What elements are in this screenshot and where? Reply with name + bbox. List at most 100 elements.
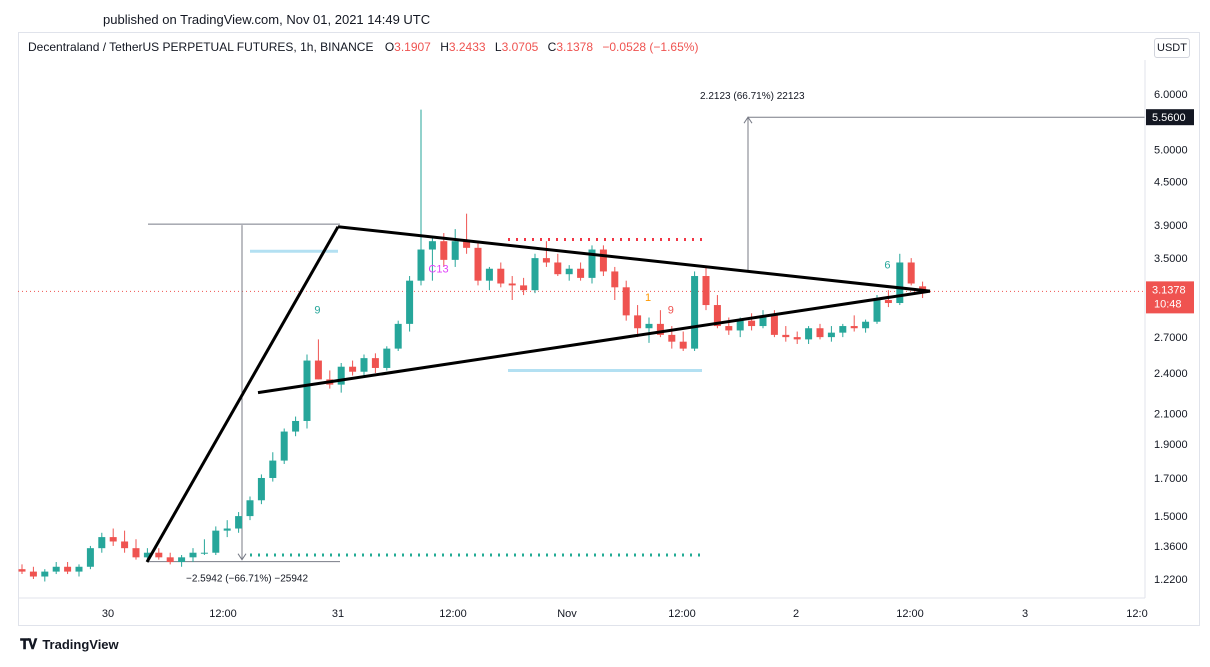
time-tick-label: 2 bbox=[793, 608, 799, 620]
time-tick-label: 3 bbox=[1022, 608, 1028, 620]
candle-body bbox=[713, 305, 721, 327]
time-tick-label: 12:00 bbox=[439, 608, 467, 620]
td-annotation: 9 bbox=[314, 304, 320, 316]
td-annotation: 9 bbox=[668, 304, 674, 316]
candle-body bbox=[394, 323, 402, 349]
candle-body bbox=[474, 247, 482, 281]
candles-layer: 9 C13 9 1 6 bbox=[18, 109, 931, 582]
tradingview-logo-icon: 𝐓𝐕 bbox=[20, 636, 37, 652]
price-tick-label: 4.5000 bbox=[1154, 177, 1188, 189]
candle-body bbox=[679, 341, 687, 349]
high-label: H bbox=[440, 40, 449, 54]
candle-body bbox=[109, 537, 117, 542]
candle-body bbox=[873, 300, 881, 322]
candle-body bbox=[759, 315, 767, 327]
time-tick-label: 30 bbox=[102, 608, 114, 620]
measure-up-label: 2.2123 (66.71%) 22123 bbox=[700, 91, 805, 102]
candle-body bbox=[235, 516, 243, 529]
candle-body bbox=[166, 557, 174, 563]
candle-body bbox=[565, 268, 573, 275]
candle-body bbox=[406, 280, 414, 324]
candle-body bbox=[417, 249, 425, 281]
candle-body bbox=[440, 241, 448, 260]
candle-body bbox=[907, 262, 915, 284]
candle-body bbox=[725, 326, 733, 331]
candle-body bbox=[520, 285, 528, 291]
td-annotation: 1 bbox=[645, 292, 651, 304]
candle-body bbox=[736, 320, 744, 331]
candle-body bbox=[588, 249, 596, 278]
target-price-tag bbox=[1146, 109, 1194, 126]
candle-body bbox=[919, 286, 927, 292]
low-label: L bbox=[494, 40, 502, 54]
candle-body bbox=[577, 268, 585, 278]
flagpole-line bbox=[145, 225, 340, 563]
candle-body bbox=[64, 566, 72, 572]
candle-body bbox=[531, 258, 539, 291]
candle-body bbox=[371, 358, 379, 368]
candle-body bbox=[292, 420, 300, 432]
candle-body bbox=[75, 566, 83, 572]
currency-button[interactable]: USDT bbox=[1154, 38, 1190, 58]
candle-body bbox=[303, 360, 311, 421]
close-label: C bbox=[547, 40, 557, 54]
candle-body bbox=[52, 566, 60, 572]
candle-body bbox=[702, 276, 710, 306]
price-tick-label: 1.2200 bbox=[1154, 574, 1188, 586]
time-tick-label: 12:0 bbox=[1126, 608, 1147, 620]
candle-body bbox=[862, 321, 870, 329]
candle-body bbox=[360, 358, 368, 372]
time-tick-label: 31 bbox=[332, 608, 344, 620]
candle-body bbox=[223, 528, 231, 531]
price-tick-label: 3.9000 bbox=[1154, 220, 1188, 232]
candle-body bbox=[827, 332, 835, 338]
candle-body bbox=[839, 326, 847, 333]
candle-body bbox=[645, 323, 653, 329]
candle-body bbox=[805, 328, 813, 340]
candle-body bbox=[41, 571, 49, 577]
current-price-label: 3.1378 bbox=[1152, 284, 1186, 296]
price-tick-label: 3.5000 bbox=[1154, 253, 1188, 265]
price-tick-label: 2.7000 bbox=[1154, 332, 1188, 344]
candle-body bbox=[896, 262, 904, 304]
price-tick-label: 6.0000 bbox=[1154, 89, 1188, 101]
candle-body bbox=[349, 366, 357, 372]
chart-frame bbox=[18, 32, 1200, 626]
candle-body bbox=[599, 249, 607, 272]
symbol-title[interactable]: Decentraland / TetherUS PERPETUAL FUTURE… bbox=[28, 40, 374, 54]
low-value: 3.0705 bbox=[501, 40, 539, 54]
price-tick-label: 1.9000 bbox=[1154, 439, 1188, 451]
candle-body bbox=[782, 334, 790, 338]
price-tick-label: 2.4000 bbox=[1154, 368, 1188, 380]
candle-body bbox=[143, 552, 151, 558]
candle-body bbox=[314, 360, 322, 380]
countdown-label: 10:48 bbox=[1154, 298, 1182, 310]
td-annotation: 6 bbox=[884, 260, 890, 272]
footer-brand[interactable]: 𝐓𝐕 TradingView bbox=[20, 636, 119, 653]
candle-body bbox=[337, 366, 345, 385]
ohlc-legend: Decentraland / TetherUS PERPETUAL FUTURE… bbox=[28, 40, 704, 54]
candle-body bbox=[622, 287, 630, 316]
candle-body bbox=[497, 268, 505, 284]
candle-body bbox=[29, 571, 37, 577]
measure-arrowhead-down bbox=[237, 553, 247, 561]
candle-body bbox=[793, 337, 801, 340]
time-tick-label: Nov bbox=[557, 608, 577, 620]
high-value: 3.2433 bbox=[448, 40, 486, 54]
candle-body bbox=[155, 552, 163, 558]
candle-body bbox=[554, 262, 562, 275]
candle-body bbox=[485, 268, 493, 281]
measure-down-label: −2.5942 (−66.71%) −25942 bbox=[186, 574, 308, 585]
drawing-layer: −2.5942 (−66.71%) −25942 2.2123 (66.71%) … bbox=[18, 91, 1145, 585]
candle-body bbox=[542, 258, 550, 263]
time-tick-label: 12:00 bbox=[209, 608, 237, 620]
candle-body bbox=[257, 477, 265, 501]
open-label: O bbox=[384, 40, 395, 54]
candle-body bbox=[200, 552, 208, 554]
candle-body bbox=[132, 548, 140, 558]
close-value: 3.1378 bbox=[556, 40, 594, 54]
candle-body bbox=[691, 276, 699, 349]
price-tick-label: 1.3600 bbox=[1154, 541, 1188, 553]
price-tick-label: 1.5000 bbox=[1154, 511, 1188, 523]
